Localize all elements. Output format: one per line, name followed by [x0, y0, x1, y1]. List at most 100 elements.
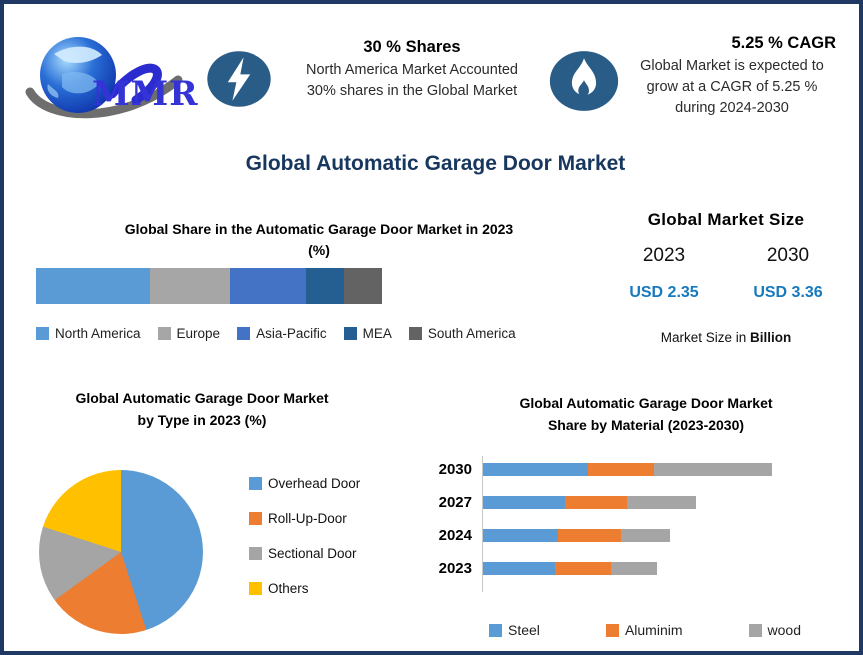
material-chart: 2030 2027 2024 2023: [414, 456, 854, 595]
legend-label-north-america: North America: [55, 326, 141, 341]
region-segment-asia-pacific: [229, 268, 306, 304]
region-chart-title-line1: Global Share in the Automatic Garage Doo…: [124, 221, 514, 237]
region-chart-title-line2: (%): [308, 242, 330, 258]
material-year-label-2023: 2023: [438, 560, 472, 577]
legend-item-europe: Europe: [157, 326, 221, 341]
cagr-stat: 5.25 % CAGR Global Market is expected to…: [618, 34, 846, 119]
legend-item-overhead-door: Overhead Door: [249, 476, 360, 491]
region-segment-north-america: [36, 268, 151, 304]
market-size-title: Global Market Size: [647, 210, 805, 229]
shares-stat-line-2: 30% shares in the Global Market: [306, 83, 518, 99]
market-size-note: Market Size in Billion: [602, 330, 850, 345]
legend-marker-wood: [748, 623, 762, 637]
shares-stat-title: 30 % Shares: [363, 38, 461, 56]
legend-item-wood: wood: [748, 622, 801, 638]
legend-item-north-america: North America: [36, 326, 141, 341]
legend-label-mea: MEA: [362, 326, 392, 341]
pie-legend: Overhead Door Roll-Up-Door Sectional Door O…: [249, 476, 360, 596]
material-segment-2023-wood: [610, 562, 657, 575]
material-title-line1: Global Automatic Garage Door Market: [519, 395, 773, 411]
legend-label-south-america: South America: [427, 326, 516, 341]
legend-marker-others: [249, 582, 262, 595]
legend-label-wood: wood: [767, 622, 801, 638]
shares-stat: 30 % Shares North America Market Account…: [286, 38, 538, 102]
pie-title-line2: by Type in 2023 (%): [137, 412, 267, 428]
legend-item-steel: Steel: [489, 622, 540, 638]
material-segment-2030-steel: [482, 463, 588, 476]
material-row-2027: 2027: [414, 494, 854, 511]
material-segment-2023-aluminim: [554, 562, 611, 575]
region-segment-south-america: [343, 268, 383, 304]
material-row-2024: 2024: [414, 527, 854, 544]
mmr-logo: MMR: [20, 32, 210, 127]
pie-chart-title: Global Automatic Garage Door Market by T…: [12, 387, 392, 431]
cagr-stat-line-3: during 2024-2030: [675, 100, 789, 116]
legend-marker-europe: [157, 327, 171, 340]
market-note-unit: Billion: [750, 330, 792, 345]
material-chart-axis: [482, 456, 483, 592]
material-segment-2030-wood: [653, 463, 773, 476]
material-row-2030: 2030: [414, 461, 854, 478]
legend-label-sectional-door: Sectional Door: [268, 546, 357, 561]
material-bar-2030: [482, 463, 812, 476]
market-note-prefix: Market Size in: [660, 330, 751, 345]
material-year-label-2030: 2030: [438, 461, 472, 478]
legend-label-roll-up-door: Roll-Up-Door: [268, 511, 347, 526]
legend-marker-steel: [489, 623, 502, 637]
material-row-2023: 2023: [414, 560, 854, 577]
region-chart-title: Global Share in the Automatic Garage Doo…: [44, 219, 594, 261]
legend-marker-sectional-door: [249, 547, 262, 560]
market-year-2023: 2023: [642, 245, 686, 266]
legend-marker-roll-up-door: [249, 512, 262, 525]
material-segment-2024-steel: [482, 529, 558, 542]
page-title: Global Automatic Garage Door Market: [245, 152, 626, 175]
legend-marker-overhead-door: [249, 477, 262, 490]
pie-chart: [39, 470, 203, 634]
material-segment-2027-aluminim: [564, 496, 628, 509]
material-bar-2023: [482, 562, 812, 575]
material-year-label-2027: 2027: [438, 494, 472, 511]
legend-label-others: Others: [268, 581, 309, 596]
flame-icon: [547, 49, 621, 113]
legend-label-aluminim: Aluminim: [624, 622, 683, 638]
legend-marker-south-america: [408, 327, 422, 340]
cagr-stat-line-2: grow at a CAGR of 5.25 %: [646, 79, 818, 95]
legend-label-asia-pacific: Asia-Pacific: [256, 326, 327, 341]
legend-marker-mea: [343, 327, 357, 340]
material-segment-2024-wood: [620, 529, 671, 542]
material-year-label-2024: 2024: [438, 527, 472, 544]
market-size-years: 2023 2030: [602, 245, 850, 267]
legend-item-asia-pacific: Asia-Pacific: [237, 326, 327, 341]
pie-title-line1: Global Automatic Garage Door Market: [75, 390, 329, 406]
globe-icon: [25, 37, 183, 119]
legend-item-sectional-door: Sectional Door: [249, 546, 360, 561]
material-segment-2027-steel: [482, 496, 565, 509]
legend-label-overhead-door: Overhead Door: [268, 476, 361, 491]
material-segment-2023-steel: [482, 562, 555, 575]
market-value-2023: USD 2.35: [629, 284, 699, 301]
material-legend: Steel Aluminim wood: [489, 622, 801, 638]
material-bar-2024: [482, 529, 812, 542]
market-size-values: USD 2.35 USD 3.36: [602, 284, 850, 302]
market-size-panel: Global Market Size 2023 2030 USD 2.35 US…: [602, 210, 850, 345]
material-segment-2024-aluminim: [557, 529, 621, 542]
material-title-line2: Share by Material (2023-2030): [547, 417, 745, 433]
legend-label-steel: Steel: [508, 622, 540, 638]
market-value-2030: USD 3.36: [753, 284, 823, 301]
cagr-stat-title: 5.25 % CAGR: [731, 34, 836, 52]
cagr-stat-line-1: Global Market is expected to: [640, 58, 824, 74]
region-share-bar: [36, 268, 383, 304]
region-legend: North America Europe Asia-Pacific MEA South …: [36, 326, 596, 341]
legend-item-others: Others: [249, 581, 360, 596]
legend-marker-asia-pacific: [237, 327, 251, 340]
legend-marker-aluminim: [605, 623, 619, 637]
legend-label-europe: Europe: [176, 326, 221, 341]
material-chart-title: Global Automatic Garage Door Market Shar…: [434, 392, 858, 436]
legend-item-aluminim: Aluminim: [605, 622, 683, 638]
logo-text: MMR: [92, 74, 199, 114]
legend-item-mea: MEA: [343, 326, 392, 341]
shares-stat-line-1: North America Market Accounted: [306, 62, 518, 78]
material-bar-2027: [482, 496, 812, 509]
material-segment-2027-wood: [627, 496, 697, 509]
region-segment-mea: [305, 268, 344, 304]
